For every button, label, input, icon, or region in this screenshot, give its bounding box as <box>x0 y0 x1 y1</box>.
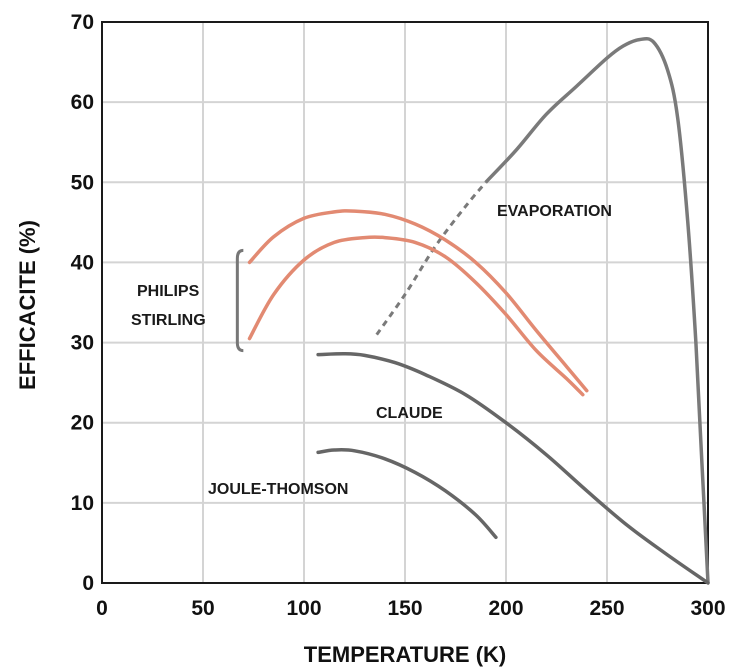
y-tick-label: 60 <box>71 91 94 114</box>
y-tick-label: 0 <box>82 572 94 595</box>
label-claude: CLAUDE <box>376 405 443 422</box>
series-line-evaporation <box>484 36 710 584</box>
label-evaporation: EVAPORATION <box>497 203 612 220</box>
grid <box>101 21 709 584</box>
series-line-philips-stirling-upper <box>247 209 589 393</box>
y-tick-label: 50 <box>71 171 94 194</box>
x-axis-ticks: 0 50 100 150 200 250 300 <box>96 597 725 620</box>
label-joule-thomson: JOULE-THOMSON <box>208 481 348 498</box>
series-group <box>247 36 710 585</box>
label-stirling: STIRLING <box>131 312 206 329</box>
x-tick-label: 0 <box>96 597 108 620</box>
y-tick-label: 40 <box>71 251 94 274</box>
series-line-joule-thomson <box>316 447 498 540</box>
series-line-evaporation-dashed <box>375 181 487 336</box>
x-tick-label: 250 <box>589 597 624 620</box>
x-tick-label: 300 <box>690 597 725 620</box>
x-tick-label: 100 <box>286 597 321 620</box>
x-axis-title: TEMPERATURE (K) <box>304 642 506 667</box>
x-tick-label: 50 <box>191 597 214 620</box>
bracket-line <box>235 248 244 353</box>
y-axis-title: EFFICACITE (%) <box>15 220 40 390</box>
y-tick-label: 30 <box>71 332 94 355</box>
y-tick-label: 10 <box>71 492 94 515</box>
stirling-bracket <box>235 248 244 353</box>
x-tick-label: 200 <box>488 597 523 620</box>
series-line-claude <box>316 352 710 585</box>
y-tick-label: 20 <box>71 412 94 435</box>
series-line-philips-stirling-lower <box>247 235 585 397</box>
plot-frame <box>101 21 709 584</box>
label-philips: PHILIPS <box>137 283 200 300</box>
x-tick-label: 150 <box>387 597 422 620</box>
y-axis-ticks: 0 10 20 30 40 50 60 70 <box>71 11 94 595</box>
y-tick-label: 70 <box>71 11 94 34</box>
